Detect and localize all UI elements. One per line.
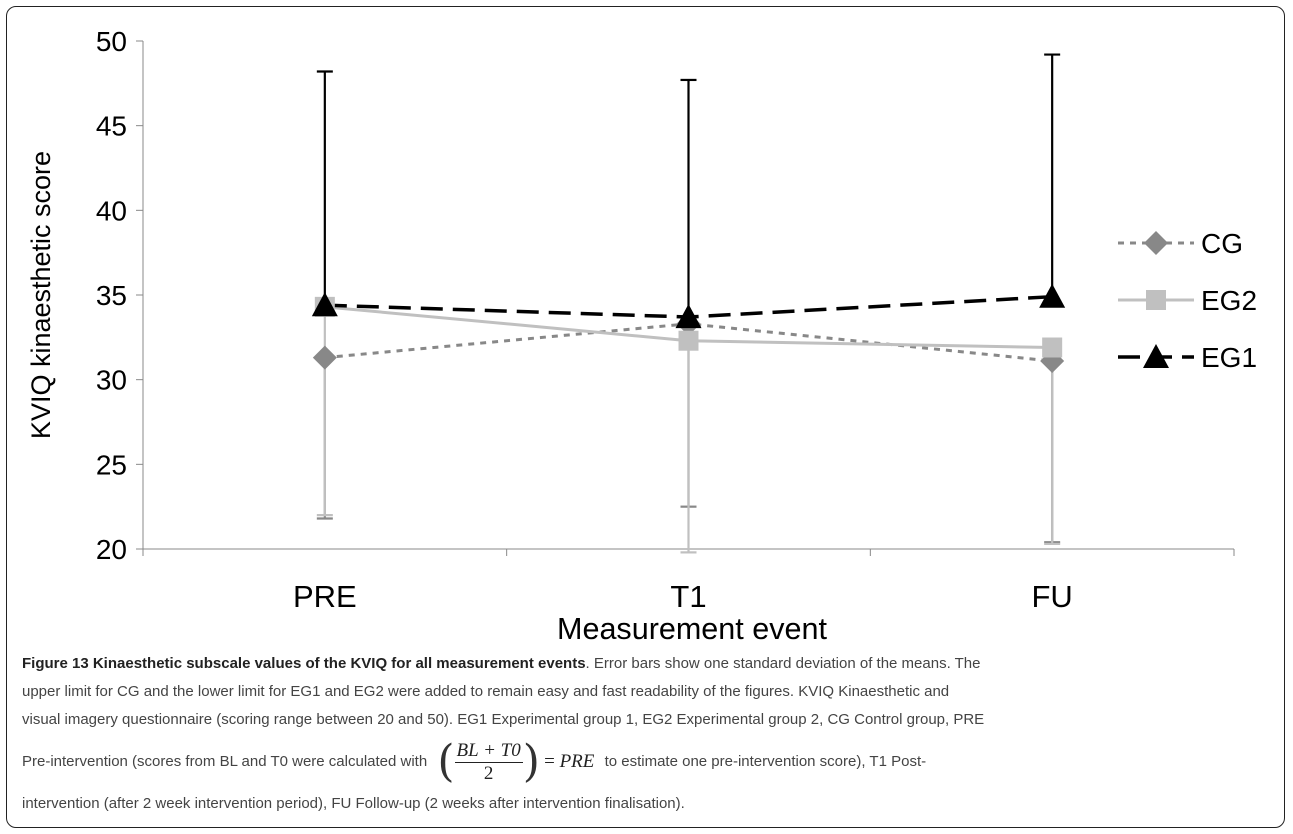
data-point-diamond [312, 345, 337, 370]
right-paren: ) [522, 736, 540, 788]
data-point-square [1146, 290, 1166, 310]
caption-figure-title: Figure 13 Kinaesthetic subscale values o… [22, 655, 586, 672]
chart-axes: 20 25 30 35 40 45 50 PRE T1 FU [96, 26, 1235, 614]
data-point-triangle [1143, 344, 1169, 369]
x-tick-label: PRE [293, 579, 357, 614]
caption-line-2: upper limit for CG and the lower limit f… [22, 683, 950, 700]
figure-frame [6, 6, 1285, 828]
data-point-square [1042, 337, 1063, 358]
caption-line-5: intervention (after 2 week intervention … [22, 795, 685, 812]
caption-line-1: Figure 13 Kinaesthetic subscale values o… [22, 650, 1277, 678]
legend-label-eg2: EG2 [1201, 285, 1257, 316]
data-point-triangle [311, 292, 338, 317]
legend-label-eg1: EG1 [1201, 342, 1257, 373]
legend: CG EG2 EG1 [1118, 228, 1257, 373]
error-bars [316, 53, 1061, 554]
data-point-triangle [1039, 283, 1066, 308]
x-axis-label: Measurement event [557, 611, 827, 646]
caption-text: to estimate one pre-intervention score),… [604, 753, 927, 770]
pre-formula: (BL + T0 2) = PRE [437, 734, 594, 790]
formula-denominator: 2 [483, 762, 494, 784]
caption-text: . Error bars show one standard deviation… [585, 655, 981, 672]
caption-line-3: visual imagery questionnaire (scoring ra… [22, 711, 985, 728]
data-point-triangle [675, 304, 702, 329]
legend-label-cg: CG [1201, 228, 1243, 259]
caption-line-4: Pre-intervention (scores from BL and T0 … [22, 734, 1277, 790]
y-tick-label: 50 [96, 26, 127, 57]
formula-fraction: BL + T0 2 [454, 739, 523, 785]
y-tick-label: 25 [96, 449, 127, 480]
y-axis-label: KVIQ kinaesthetic score [26, 151, 56, 439]
y-tick-label: 40 [96, 195, 127, 226]
caption-text: Pre-intervention (scores from BL and T0 … [22, 753, 428, 770]
figure-caption: Figure 13 Kinaesthetic subscale values o… [22, 650, 1277, 818]
y-tick-label: 35 [96, 280, 127, 311]
y-tick-label: 20 [96, 534, 127, 565]
formula-equals: = [544, 751, 560, 773]
formula-result: PRE [559, 751, 595, 773]
left-paren: ( [437, 736, 455, 788]
x-tick-label: FU [1032, 579, 1073, 614]
data-point-square [678, 330, 699, 351]
formula-numerator: BL + T0 [454, 739, 523, 763]
data-point-diamond [1144, 231, 1168, 255]
x-tick-label: T1 [670, 579, 706, 614]
chart: 20 25 30 35 40 45 50 PRE T1 FU CG EG2 EG1 KVIQ kina… [26, 26, 1257, 646]
y-tick-label: 30 [96, 365, 127, 396]
y-tick-label: 45 [96, 111, 127, 142]
series-markers [311, 283, 1066, 374]
